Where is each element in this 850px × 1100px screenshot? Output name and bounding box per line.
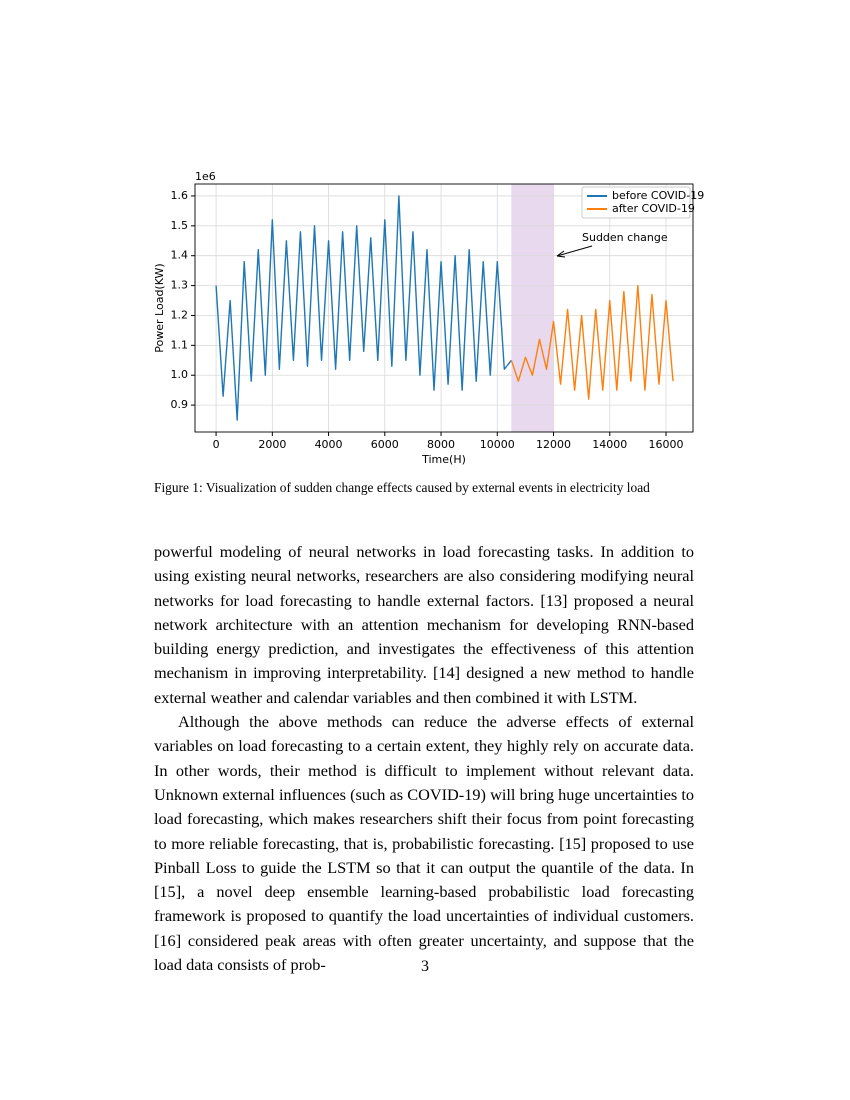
- x-tick-label: 2000: [258, 438, 286, 451]
- y-tick-label: 1.1: [171, 338, 189, 351]
- annotation-arrow: [556, 245, 593, 257]
- legend-label: after COVID-19: [612, 202, 695, 215]
- series-line: [510, 284, 674, 400]
- chart: 0.9 1.0 1.1 1.2 1.3 1.4 1.5 1.6 0 2000 4000 6000 800…: [153, 170, 704, 466]
- y-tick-label: 1.0: [171, 368, 189, 381]
- x-tick-label: 10000: [480, 438, 515, 451]
- x-tick-label: 14000: [592, 438, 627, 451]
- legend-box: [581, 186, 691, 219]
- x-tick-label: 4000: [315, 438, 343, 451]
- arrow-head: [556, 250, 566, 258]
- annotation: Sudden change: [582, 231, 668, 244]
- series-line: [215, 195, 512, 421]
- x-tick-label: 8000: [427, 438, 455, 451]
- paragraph: powerful modeling of neural networks in …: [154, 542, 694, 707]
- figure-caption: Figure 1: Visualization of sudden change…: [154, 480, 650, 495]
- y-tick-label: 1.5: [171, 219, 189, 232]
- highlight-span: [511, 184, 554, 432]
- y-tick-label: 1.6: [171, 189, 189, 202]
- y-tick-label: 1.3: [171, 279, 189, 292]
- legend-label: before COVID-19: [612, 189, 704, 202]
- y-tick-label: 1.4: [171, 249, 189, 262]
- paragraph: Although the above methods can reduce th…: [154, 712, 694, 975]
- x-tick-label: 12000: [536, 438, 571, 451]
- x-tick-label: 6000: [371, 438, 399, 451]
- y-tick-label: 1.2: [171, 308, 189, 321]
- plot-frame: [194, 183, 694, 433]
- y-scale-label: 1e6: [195, 170, 216, 183]
- x-axis-label: Time(H): [421, 453, 466, 466]
- page-number: 3: [421, 958, 429, 975]
- y-tick-label: 0.9: [171, 398, 189, 411]
- body-text: powerful modeling of neural networks in …: [154, 540, 694, 977]
- x-tick-label: 16000: [649, 438, 684, 451]
- x-tick-label: 0: [213, 438, 220, 451]
- y-axis-label: Power Load(KW): [153, 263, 166, 352]
